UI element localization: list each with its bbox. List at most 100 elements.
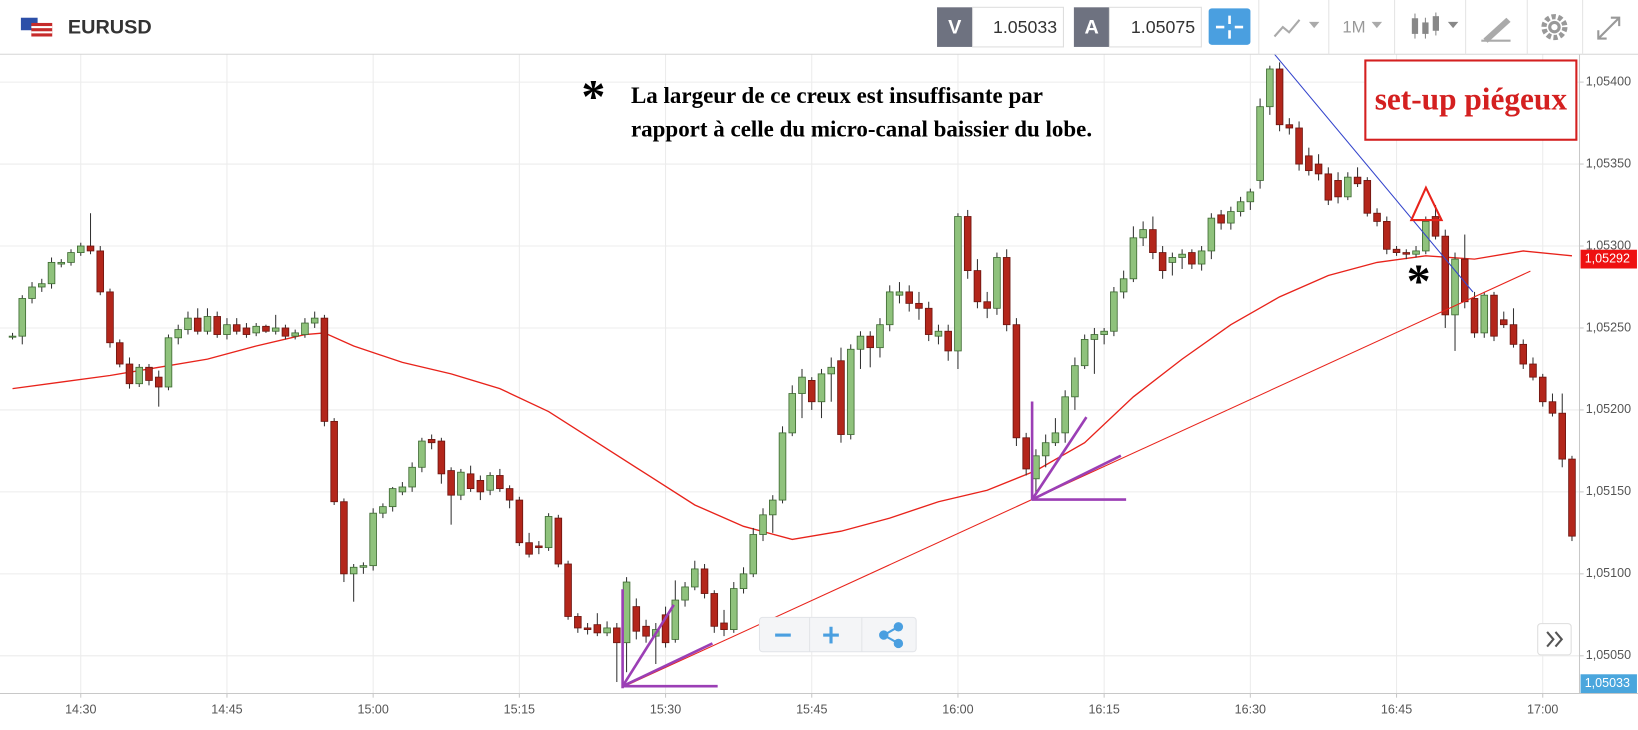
candle-body [47,261,56,285]
timeframe-caret [1371,21,1383,29]
candle-body [57,261,66,265]
indicator-icon[interactable] [1273,19,1320,38]
bid-box [972,6,1064,48]
candle-body [1558,412,1566,460]
candle-body [846,348,855,435]
candle-body [418,440,426,468]
candle-body [398,486,407,493]
ask-label: A [1084,16,1098,38]
y-tick-label: 1,05150 [1586,484,1631,498]
zoom-in[interactable] [823,626,839,644]
candle-body [788,393,797,434]
candle-body [963,216,972,272]
candle-body [895,291,904,296]
candle-body [1392,248,1401,253]
candle-body [1080,339,1089,367]
scroll-right[interactable] [1537,623,1572,656]
candle-body [1295,127,1303,165]
candle-body [1197,250,1206,265]
candle-body [1305,155,1313,172]
candle-body [193,317,202,332]
candle-body [1285,124,1294,129]
candle-body [281,327,290,337]
candle-body [86,245,95,252]
symbol: EURUSD [68,16,152,38]
candle-body [1022,437,1030,470]
toolbar: EURUSD V 1.05033 A 1.05075 1M [0,0,1638,55]
candle-body [1071,365,1079,398]
asterisk: * [581,71,605,124]
candle-body [915,302,923,309]
candle-body [515,499,524,544]
ask-button[interactable] [1073,7,1110,47]
note-line: La largeur de ce creux est insuffisante … [631,83,1043,108]
candle-body [1548,401,1557,414]
candle-body [135,366,144,385]
candle-body [1266,68,1274,108]
candle-body [320,317,329,422]
x-tick-label: 16:00 [942,703,973,717]
candle-body [671,599,680,640]
candle-body [1324,173,1333,201]
candle-body [798,376,806,394]
line [622,642,714,688]
trend-line [1274,53,1474,293]
candle-body [77,245,85,253]
candle-body [145,366,153,381]
candle-body [379,506,387,514]
candle-body [1499,319,1508,326]
candle-body [613,627,621,644]
candle-body [1119,278,1128,293]
candle-body [1100,330,1108,335]
price-tag [1580,674,1637,694]
candle-body [476,479,485,493]
candle-body [525,542,533,555]
chart-type-icon[interactable] [1411,12,1459,39]
settings-icon[interactable] [1541,14,1568,41]
candle-body [1149,229,1157,253]
candle-body [38,283,46,288]
candle-body [301,322,309,335]
candle-body [934,330,943,337]
candle-body [125,363,134,385]
candle-body [622,581,631,644]
candle-body [954,216,962,352]
candle-body [1529,363,1537,378]
candle-body [544,516,553,549]
crosshair-button[interactable] [1208,8,1251,45]
candle-body [993,257,1001,309]
candle-body [1129,237,1138,280]
candle-body [1041,442,1050,457]
candle-body [944,330,952,352]
bid-button[interactable] [937,7,973,47]
candle-body [1012,324,1021,439]
candle-body [1217,214,1225,224]
y-tick-label: 1,05100 [1586,566,1631,580]
candle-body [223,324,231,335]
candle-body [1538,376,1547,403]
candle-body [876,324,884,349]
candle-body [1431,216,1440,237]
candle-body [1568,458,1576,537]
draw-icon[interactable] [1481,17,1511,43]
candle-body [1441,235,1450,316]
ask-price: 1.05075 [1131,17,1195,37]
purple-drawing [621,401,1127,689]
candle-body [837,360,845,435]
candle-body [778,432,787,501]
candle-body [681,586,689,601]
candle-body [466,473,475,490]
candle-body [710,593,719,627]
candle-body [583,627,592,630]
share[interactable] [879,622,904,649]
bid-label: V [948,16,962,38]
candle-body [359,565,368,568]
timeframe[interactable]: 1M [1342,18,1365,37]
fullscreen-icon[interactable] [1597,16,1621,40]
moving-average [12,250,1573,541]
x-tick-label: 14:30 [65,703,96,717]
candle-body [252,325,260,334]
candle-body [115,342,124,365]
